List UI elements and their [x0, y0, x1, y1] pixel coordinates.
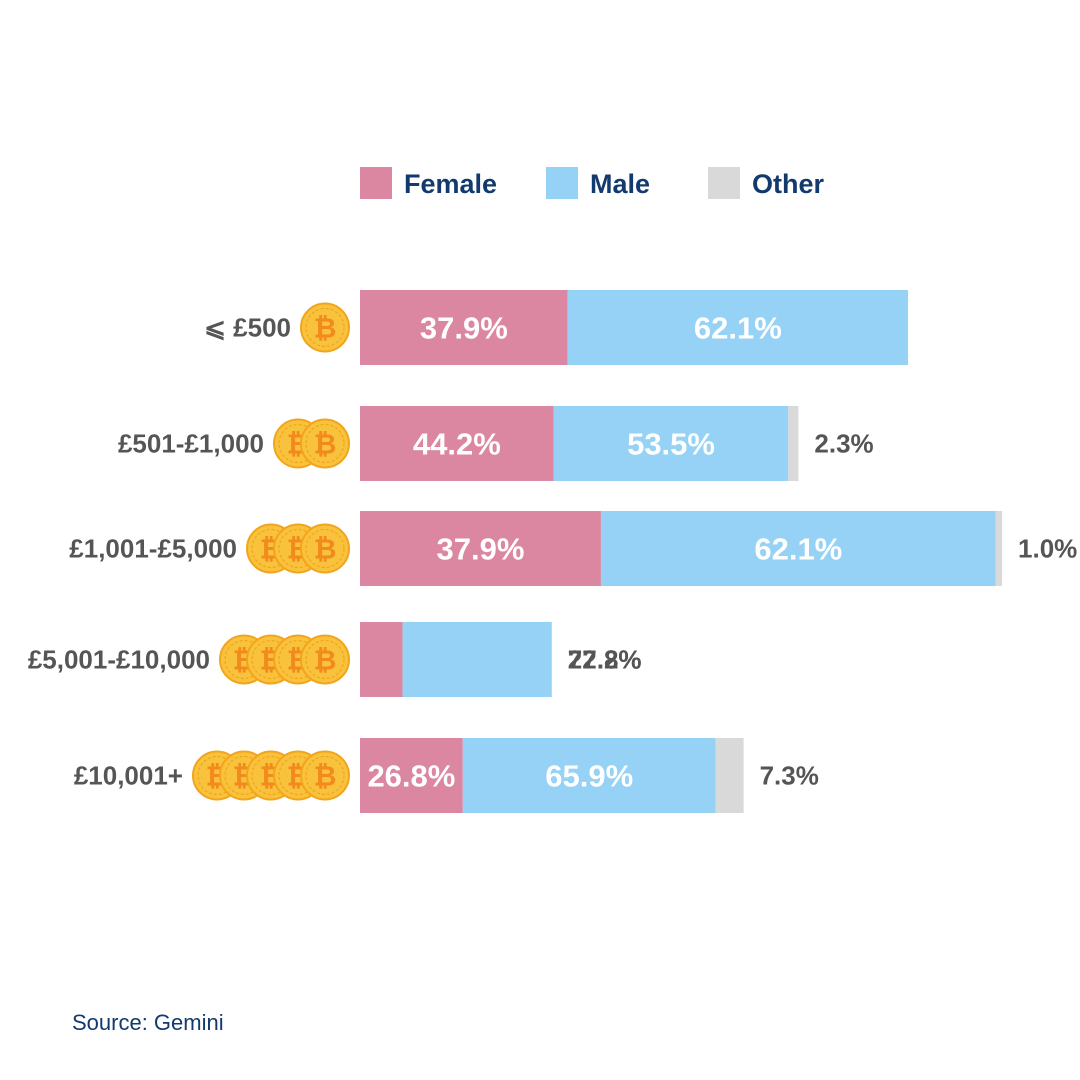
bar-segment-male: [567, 290, 908, 365]
value-label-male: 65.9%: [545, 759, 633, 794]
bar-segment-female: [360, 406, 554, 481]
value-label-female: 22.2%: [568, 645, 642, 675]
category-label: ⩽ £500: [204, 313, 291, 343]
bar-row: ₿ ⩽ £500 37.9% 62.1%: [204, 290, 908, 365]
legend-label-female: Female: [404, 169, 497, 199]
value-label-other: 1.0%: [1018, 534, 1077, 564]
bar-row: ₿ ₿ ₿£1,001-£5,000 37.9% 62.1% 1.0%: [69, 511, 1077, 586]
bar-segment-male: [402, 622, 552, 697]
bar-segment-male: [553, 406, 789, 481]
svg-text:₿: ₿: [314, 533, 337, 566]
value-label-female: 37.9%: [420, 311, 508, 346]
value-label-male: 53.5%: [627, 427, 715, 462]
category-label: £5,001-£10,000: [28, 645, 210, 675]
bar-row: ₿ ₿ ₿ ₿£5,001-£10,000 22.2%77.8%: [28, 622, 642, 697]
bar-segment-other: [788, 406, 799, 481]
bar-segment-other: [995, 511, 1003, 586]
legend-swatch-male: [546, 167, 578, 199]
bar-segment-female: [360, 738, 463, 813]
svg-text:₿: ₿: [314, 312, 337, 345]
source-note: Source: Gemini: [72, 1010, 224, 1035]
category-label: £1,001-£5,000: [69, 534, 237, 564]
svg-text:₿: ₿: [314, 644, 337, 677]
bar-row: ₿ ₿£501-£1,000 44.2% 53.5% 2.3%: [118, 406, 874, 481]
value-label-other: 2.3%: [814, 429, 873, 459]
legend: Female Male Other: [360, 167, 825, 199]
svg-text:₿: ₿: [314, 428, 337, 461]
bar-segment-female: [360, 511, 601, 586]
bitcoin-coin-icon: ₿: [300, 302, 350, 353]
bar-rows: ₿ ⩽ £500 37.9% 62.1% ₿ ₿ £501-£1,000 44.2% 53.5%…: [28, 290, 1077, 813]
bar-segment-female: [360, 622, 403, 697]
bar-segment-male: [462, 738, 716, 813]
value-label-other: 7.3%: [760, 761, 819, 791]
bar-row: ₿ ₿ ₿ ₿ ₿£10,001+ 26.8% 65.9% 7.3%: [74, 738, 819, 813]
value-label-female: 37.9%: [437, 532, 525, 567]
bitcoin-coin-icon: ₿: [300, 418, 350, 469]
value-label-male: 62.1%: [754, 532, 842, 567]
bitcoin-coin-icon: ₿: [300, 523, 350, 574]
legend-label-other: Other: [752, 169, 825, 199]
value-label-male: 62.1%: [694, 311, 782, 346]
value-label-other: 77.8%: [568, 645, 642, 675]
bitcoin-coin-icon: ₿: [300, 750, 350, 801]
category-label: £501-£1,000: [118, 429, 264, 459]
bitcoin-coin-icon: ₿: [300, 634, 350, 685]
bar-segment-female: [360, 290, 568, 365]
category-label: £10,001+: [74, 761, 183, 791]
bar-segment-male: [600, 511, 996, 586]
value-label-female: 44.2%: [413, 427, 501, 462]
legend-label-male: Male: [590, 169, 650, 199]
value-label-female: 26.8%: [367, 759, 455, 794]
legend-swatch-other: [708, 167, 740, 199]
bar-segment-other: [715, 738, 744, 813]
svg-text:₿: ₿: [314, 760, 337, 793]
legend-swatch-female: [360, 167, 392, 199]
